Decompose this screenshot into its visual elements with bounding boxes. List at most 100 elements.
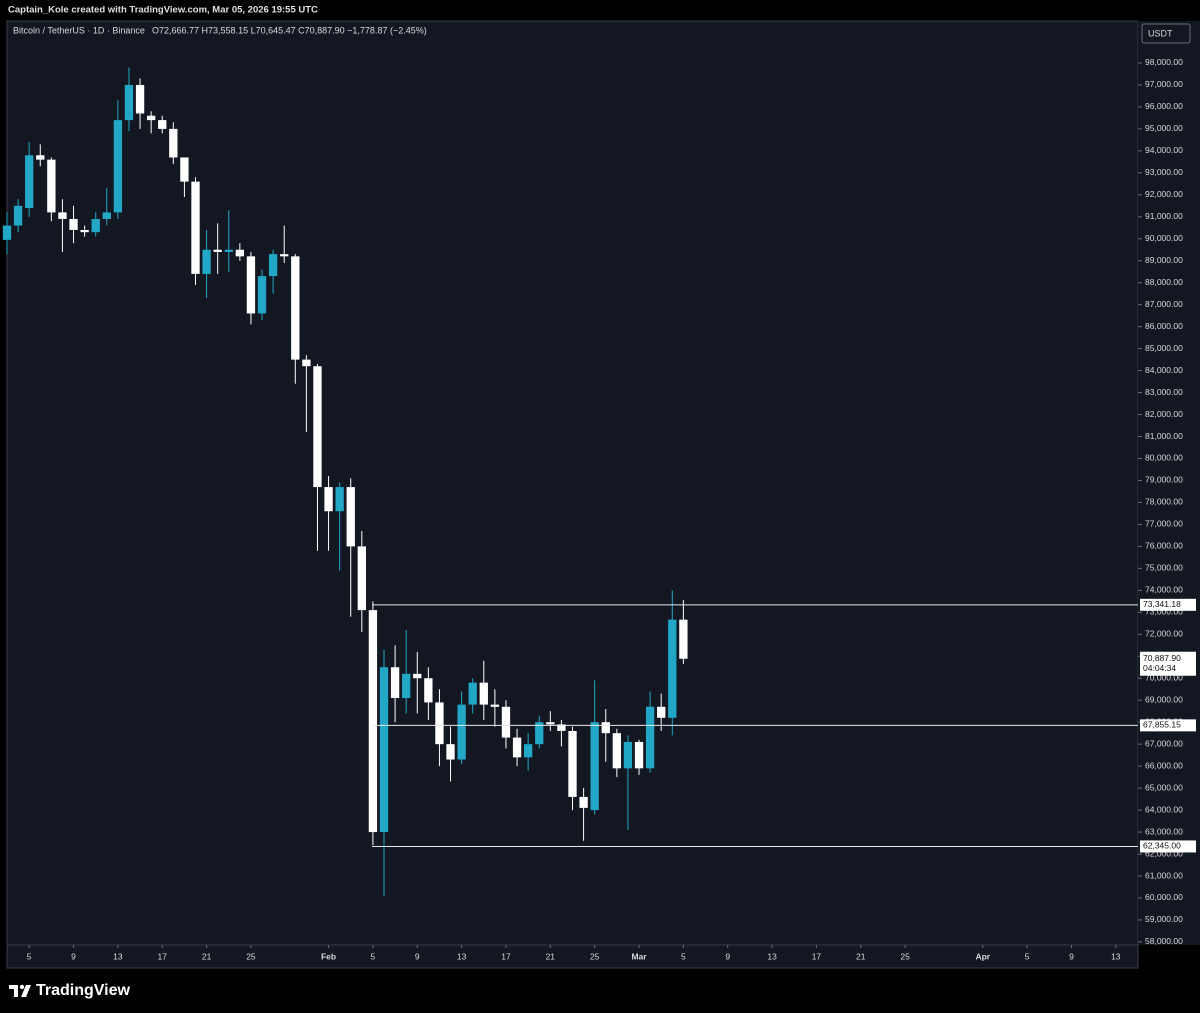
candle-body: [590, 722, 599, 811]
x-tick-label: 9: [71, 951, 76, 961]
candle-body: [191, 181, 200, 274]
candle-body: [468, 682, 477, 705]
candle-body: [579, 796, 588, 808]
x-tick-label: 21: [202, 951, 212, 961]
y-tick-label: 77,000.00: [1145, 519, 1183, 529]
candle-body: [535, 722, 544, 745]
watermark: TradingView: [36, 982, 131, 999]
y-tick-label: 78,000.00: [1145, 497, 1183, 507]
candle-body: [490, 704, 500, 707]
x-tick-label: 25: [246, 951, 256, 961]
x-tick-label: 5: [371, 951, 376, 961]
candle-body: [146, 115, 156, 121]
level-label: 73,341.18: [1143, 599, 1181, 609]
candle-body: [313, 366, 322, 488]
x-tick-label: 13: [1111, 951, 1121, 961]
y-tick-label: 59,000.00: [1145, 914, 1183, 924]
y-tick-label: 66,000.00: [1145, 760, 1183, 770]
candle-body: [390, 667, 400, 699]
candle-body: [546, 722, 555, 725]
candle-body: [512, 737, 522, 758]
y-tick-label: 60,000.00: [1145, 892, 1183, 902]
x-tick-label: 17: [158, 951, 168, 961]
candle-body: [324, 487, 333, 512]
candle-body: [102, 212, 111, 219]
y-tick-label: 86,000.00: [1145, 321, 1183, 331]
candle-body: [568, 730, 577, 797]
candle-body: [368, 610, 378, 833]
y-tick-label: 87,000.00: [1145, 299, 1183, 309]
candle-body: [623, 741, 633, 769]
y-tick-label: 95,000.00: [1145, 123, 1183, 133]
candle-body: [180, 157, 189, 182]
candle-body: [435, 702, 444, 745]
candle-body: [224, 249, 233, 252]
candle-body: [379, 667, 389, 833]
candle-body: [634, 741, 644, 769]
candle-body: [335, 487, 344, 512]
candle-body: [235, 249, 245, 257]
logo-mark: [19, 984, 25, 990]
x-tick-label: 9: [415, 951, 420, 961]
currency-box[interactable]: [1141, 23, 1191, 44]
level-label-box: [1140, 840, 1196, 853]
x-tick-label: 25: [900, 951, 910, 961]
last-price-box: [1140, 651, 1196, 676]
candle-body: [2, 225, 12, 240]
candle-body: [523, 744, 533, 758]
y-tick-label: 96,000.00: [1145, 101, 1183, 111]
candle-body: [457, 704, 466, 760]
y-tick-label: 64,000.00: [1145, 804, 1183, 814]
candle-body: [135, 84, 145, 114]
x-tick-label: Feb: [321, 951, 336, 961]
y-tick-label: 74,000.00: [1145, 585, 1183, 595]
y-tick-label: 65,000.00: [1145, 782, 1183, 792]
y-tick-label: 91,000.00: [1145, 211, 1183, 221]
candle-body: [679, 619, 688, 659]
x-tick-label: 13: [113, 951, 123, 961]
candle-body: [124, 84, 134, 121]
candle-body: [402, 673, 411, 699]
x-tick-label: Apr: [975, 951, 990, 961]
y-tick-label: 83,000.00: [1145, 387, 1183, 397]
y-tick-label: 73,000.00: [1145, 607, 1183, 617]
logo: [9, 984, 31, 997]
candle-body: [58, 212, 67, 219]
y-tick-label: 67,000.00: [1145, 738, 1183, 748]
x-tick-label: 21: [856, 951, 866, 961]
candle-body: [424, 678, 433, 703]
last-price-label: 70,887.90: [1143, 653, 1181, 663]
candle-body: [47, 159, 56, 213]
y-tick-label: 79,000.00: [1145, 475, 1183, 485]
candle-body: [657, 706, 666, 718]
y-tick-label: 98,000.00: [1145, 57, 1183, 67]
candle-body: [36, 155, 45, 160]
y-tick-label: 92,000.00: [1145, 189, 1183, 199]
candle-body: [446, 744, 455, 760]
candle-body: [213, 249, 222, 252]
time-axis: [6, 944, 1139, 969]
candle-body: [346, 487, 355, 547]
y-tick-label: 76,000.00: [1145, 541, 1183, 551]
level-label-box: [1140, 719, 1196, 732]
x-tick-label: 9: [1069, 951, 1074, 961]
y-tick-label: 80,000.00: [1145, 453, 1183, 463]
header: Captain_Kole created with TradingView.co…: [8, 5, 318, 16]
level-label: 62,345.00: [1143, 841, 1181, 851]
x-tick-label: 13: [457, 951, 467, 961]
y-tick-label: 93,000.00: [1145, 167, 1183, 177]
candle-body: [645, 706, 655, 769]
currency: USDT: [1148, 28, 1173, 38]
x-tick-label: 25: [590, 951, 600, 961]
y-tick-label: 61,000.00: [1145, 870, 1183, 880]
candle-body: [169, 128, 178, 158]
symbol: Bitcoin / TetherUS · 1D · Binance: [13, 25, 145, 35]
candle-body: [80, 229, 89, 233]
x-tick-label: 17: [501, 951, 511, 961]
candle-body: [302, 359, 311, 367]
y-tick-label: 94,000.00: [1145, 145, 1183, 155]
x-tick-label: 5: [681, 951, 686, 961]
candle-body: [69, 218, 78, 230]
